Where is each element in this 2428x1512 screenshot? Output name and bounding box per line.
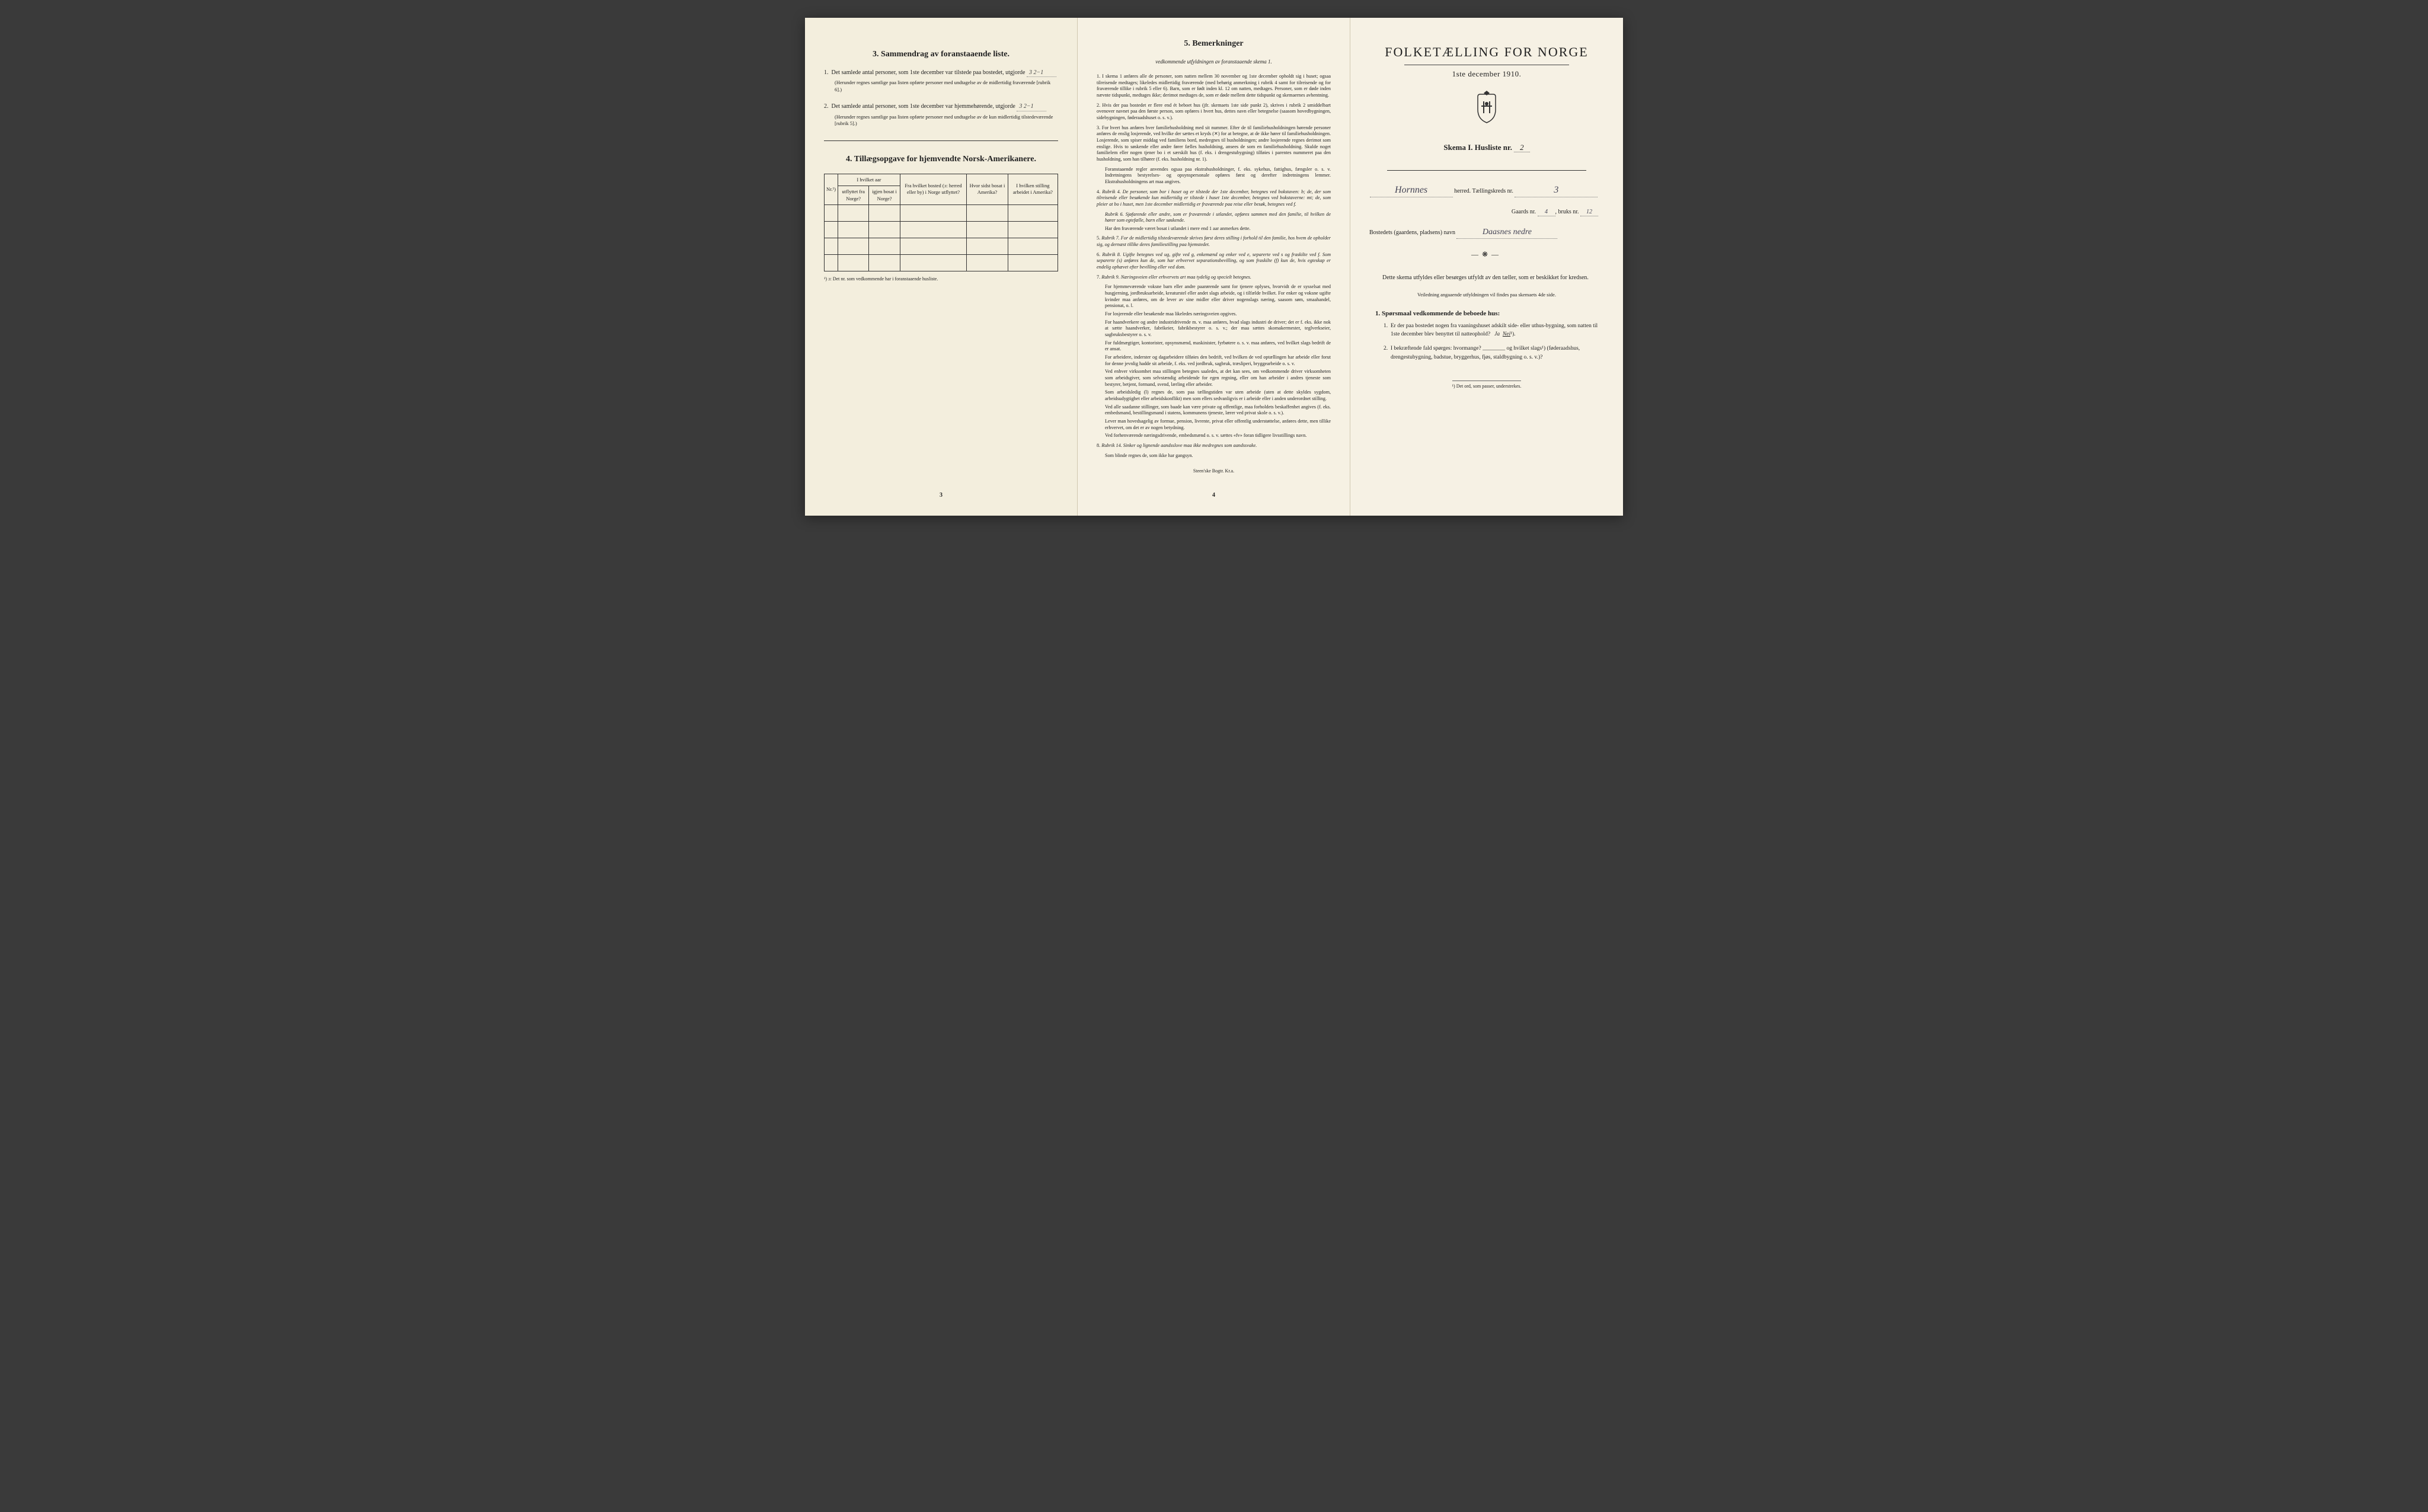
- tillaeg-tbody: [825, 205, 1058, 271]
- section-4-title: 4. Tillægsopgave for hjemvendte Norsk-Am…: [824, 154, 1058, 165]
- bruks-value: 12: [1580, 208, 1598, 217]
- bemerk-7-p9: Ved forhenværende næringsdrivende, embed…: [1105, 433, 1331, 439]
- bemerk-4: 4. Rubrik 4. De personer, som bor i huse…: [1097, 189, 1331, 208]
- instruction-1: Dette skema utfyldes eller besørges utfy…: [1373, 273, 1600, 282]
- herred-row: Hornnes herred. Tællingskreds nr. 3: [1369, 184, 1604, 197]
- answer-nei: Nei: [1503, 331, 1510, 337]
- skema-rule: [1387, 170, 1587, 171]
- bemerk-8: 8. Rubrik 14. Sinker og lignende aandssl…: [1097, 443, 1331, 449]
- coat-of-arms-icon: [1369, 89, 1604, 128]
- instruction-2: Veiledning angaaende utfyldningen vil fi…: [1369, 292, 1604, 298]
- item2-value: 3 2−1: [1017, 103, 1046, 111]
- census-date: 1ste december 1910.: [1369, 69, 1604, 79]
- section-5-title: 5. Bemerkninger: [1097, 39, 1331, 50]
- bemerk-7-p1: For losjerende eller besøkende maa likel…: [1105, 311, 1331, 318]
- bemerk-4a: Rubrik 6. Sjøfarende eller andre, som er…: [1105, 212, 1331, 224]
- bemerk-7-p0: For hjemmeværende voksne barn eller andr…: [1105, 284, 1331, 309]
- table-row: [825, 222, 1058, 238]
- bemerk-3a: Foranstaaende regler anvendes ogsaa paa …: [1105, 167, 1331, 186]
- bemerk-5: 5. Rubrik 7. For de midlertidig tilstede…: [1097, 235, 1331, 248]
- col-utflyttet: utflyttet fra Norge?: [838, 186, 869, 205]
- bemerk-7-p8: Lever man hovedsagelig av formue, pensio…: [1105, 418, 1331, 431]
- table-row: [825, 255, 1058, 271]
- page-4: 5. Bemerkninger vedkommende utfyldningen…: [1078, 18, 1350, 516]
- section-divider: [824, 140, 1058, 141]
- questions-block: 1. Spørsmaal vedkommende de beboede hus:…: [1375, 309, 1598, 362]
- item1-value: 3 2−1: [1027, 69, 1056, 78]
- table-row: [825, 205, 1058, 222]
- table-row: [825, 238, 1058, 255]
- bemerk-7-p7: Ved alle saadanne stillinger, som baade …: [1105, 404, 1331, 417]
- bemerk-7: 7. Rubrik 9. Næringsveien eller erhverve…: [1097, 274, 1331, 281]
- husliste-nr: 2: [1514, 143, 1530, 152]
- col-fra-bosted: Fra hvilket bosted (ɔ: herred eller by) …: [900, 174, 966, 204]
- col-hvor-sidst: Hvor sidst bosat i Amerika?: [967, 174, 1008, 204]
- bemerk-3: 3. For hvert hus anføres hver familiehus…: [1097, 125, 1331, 163]
- bemerk-2: 2. Hvis der paa bostedet er flere end ét…: [1097, 103, 1331, 122]
- col-aar: I hvilket aar: [838, 174, 900, 186]
- page-number-4: 4: [1212, 491, 1215, 500]
- page-cover: FOLKETÆLLING FOR NORGE 1ste december 191…: [1350, 18, 1623, 516]
- summary-item-2: 2. Det samlede antal personer, som 1ste …: [824, 103, 1058, 127]
- item2-note: (Herunder regnes samtlige paa listen opf…: [835, 114, 1058, 127]
- item2-text: Det samlede antal personer, som 1ste dec…: [832, 103, 1015, 110]
- document-spread: 3. Sammendrag av foranstaaende liste. 1.…: [805, 18, 1623, 516]
- question-2: 2. I bekræftende fald spørges: hvormange…: [1384, 344, 1598, 362]
- col-nr: Nr.¹): [825, 174, 838, 204]
- bemerk-4b: Har den fraværende været bosat i utlande…: [1105, 226, 1331, 232]
- skema-line: Skema I. Husliste nr. 2: [1369, 142, 1604, 153]
- q-heading: 1. Spørsmaal vedkommende de beboede hus:: [1375, 309, 1598, 318]
- summary-item-1: 1. Det samlede antal personer, som 1ste …: [824, 69, 1058, 93]
- kreds-value: 3: [1515, 184, 1598, 197]
- item1-text: Det samlede antal personer, som 1ste dec…: [832, 69, 1025, 76]
- bosted-row: Bostedets (gaardens, pladsens) navn Daas…: [1369, 227, 1604, 239]
- footnote-left: ¹) ɔ: Det nr. som vedkommende har i fora…: [824, 276, 1058, 283]
- tillaeg-table: Nr.¹) I hvilket aar Fra hvilket bosted (…: [824, 174, 1058, 271]
- bemerk-7-p3: For fuldmægtiger, kontorister, opsynsmæn…: [1105, 340, 1331, 353]
- bemerk-7-p5: Ved enhver virksomhet maa stillingen bet…: [1105, 369, 1331, 388]
- gaards-value: 4: [1538, 208, 1555, 217]
- bemerk-1: 1. I skema 1 anføres alle de personer, s…: [1097, 73, 1331, 99]
- bemerkninger-list: 1. I skema 1 anføres alle de personer, s…: [1097, 73, 1331, 459]
- gaards-row: Gaards nr. 4, bruks nr. 12: [1369, 208, 1604, 217]
- section-5-subtitle: vedkommende utfyldningen av foranstaaend…: [1097, 58, 1331, 65]
- question-1: 1. Er der paa bostedet nogen fra vaaning…: [1384, 322, 1598, 339]
- page-3: 3. Sammendrag av foranstaaende liste. 1.…: [805, 18, 1078, 516]
- bosted-value: Daasnes nedre: [1456, 227, 1557, 239]
- page-number-3: 3: [940, 491, 943, 500]
- section-3-title: 3. Sammendrag av foranstaaende liste.: [824, 49, 1058, 60]
- bemerk-7-p4: For arbeidere, inderster og dagarbeidere…: [1105, 354, 1331, 367]
- item1-note: (Herunder regnes samtlige paa listen opf…: [835, 79, 1058, 93]
- bemerk-8a: Som blinde regnes de, som ikke har gangs…: [1105, 453, 1331, 459]
- bemerk-7-p6: Som arbeidsledig (l) regnes de, som paa …: [1105, 389, 1331, 402]
- herred-value: Hornnes: [1370, 184, 1453, 197]
- col-igjen: igjen bosat i Norge?: [869, 186, 900, 205]
- bemerk-6: 6. Rubrik 8. Ugifte betegnes ved ug, gif…: [1097, 252, 1331, 271]
- printer-credit: Steen'ske Bogtr. Kr.a.: [1097, 468, 1331, 475]
- footnote-right: ¹) Det ord, som passer, understrekes.: [1452, 381, 1522, 390]
- bemerk-7-p2: For haandverkere og andre industridriven…: [1105, 319, 1331, 338]
- ornament-icon: ―❋―: [1369, 250, 1604, 259]
- main-title: FOLKETÆLLING FOR NORGE: [1369, 43, 1604, 61]
- col-stilling: I hvilken stilling arbeidet i Amerika?: [1008, 174, 1058, 204]
